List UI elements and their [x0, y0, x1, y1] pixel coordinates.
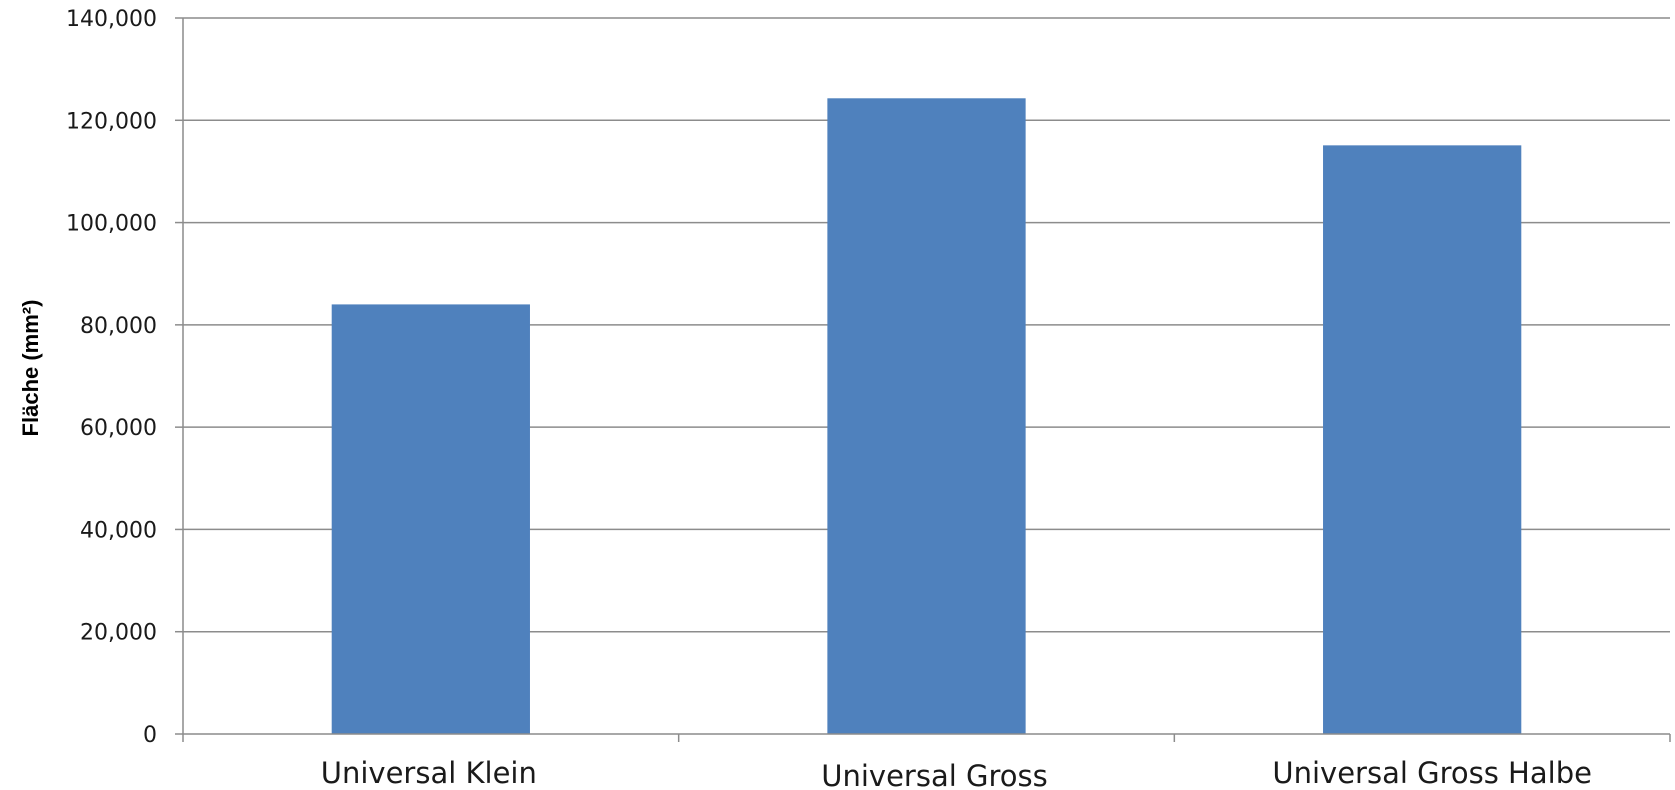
bar	[331, 304, 530, 734]
y-axis-title: Fläche (mm²)	[18, 300, 43, 437]
y-tick-label: 20,000	[80, 621, 157, 646]
x-tick-label: Universal Gross Halbe	[1272, 756, 1592, 790]
x-tick-label: Universal Klein	[321, 756, 537, 790]
y-tick-label: 40,000	[80, 518, 157, 543]
y-tick-label: 60,000	[80, 416, 157, 441]
y-tick-label: 100,000	[66, 212, 157, 237]
y-tick-label: 120,000	[66, 109, 157, 134]
x-tick-label: Universal Gross	[821, 759, 1047, 790]
bar	[827, 98, 1026, 734]
bars	[331, 98, 1522, 735]
axes	[175, 17, 1671, 742]
y-tick-label: 80,000	[80, 314, 157, 339]
y-tick-label: 140,000	[66, 7, 157, 32]
y-tick-label: 0	[143, 723, 157, 748]
x-tick-labels: Universal Klein Universal Gross Universal …	[321, 756, 1592, 790]
y-tick-labels: 0 20,000 40,000 60,000 80,000 100,000 120,000 1…	[66, 7, 157, 748]
bar	[1323, 145, 1522, 735]
